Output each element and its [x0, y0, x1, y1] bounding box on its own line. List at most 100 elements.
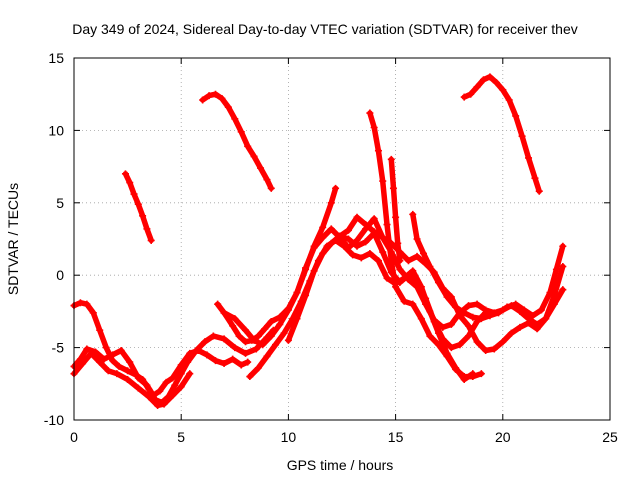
data-point — [374, 147, 382, 155]
data-point — [160, 400, 168, 408]
data-point — [327, 225, 335, 233]
data-point — [447, 320, 455, 328]
data-point — [267, 318, 275, 326]
data-point — [244, 358, 252, 366]
series-arc-12 — [387, 155, 404, 265]
data-point — [464, 332, 472, 340]
data-point — [139, 212, 147, 220]
data-point — [456, 341, 464, 349]
data-point — [419, 249, 427, 257]
data-point — [276, 320, 284, 328]
data-point — [280, 329, 288, 337]
data-point — [340, 242, 348, 250]
data-point — [452, 365, 460, 373]
data-point — [124, 375, 132, 383]
data-point — [366, 249, 374, 257]
data-point — [126, 179, 134, 187]
series-trace — [71, 346, 251, 399]
data-point — [537, 306, 545, 314]
data-point — [512, 112, 520, 120]
data-point — [252, 345, 260, 353]
data-point — [413, 235, 421, 243]
series-arc-14 — [460, 73, 543, 195]
data-point — [171, 381, 179, 389]
data-point — [370, 228, 378, 236]
data-point — [529, 312, 537, 320]
data-point — [460, 373, 468, 381]
data-point — [533, 325, 541, 333]
data-point — [559, 286, 567, 294]
data-point — [231, 344, 239, 352]
data-point — [83, 300, 91, 308]
data-point — [293, 289, 301, 297]
x-tick-label: 5 — [177, 429, 185, 445]
data-point — [344, 235, 352, 243]
data-point — [76, 299, 84, 307]
data-point — [177, 370, 185, 378]
series-arc-4 — [121, 170, 155, 244]
data-point — [261, 325, 269, 333]
data-point — [552, 265, 560, 273]
data-point — [392, 213, 400, 221]
data-point — [434, 341, 442, 349]
data-point — [310, 244, 318, 252]
data-point — [409, 267, 417, 275]
data-point — [362, 238, 370, 246]
series-arc-5 — [199, 90, 275, 192]
data-point — [417, 315, 425, 323]
data-point — [237, 128, 245, 136]
series-trace — [71, 350, 193, 409]
data-point — [434, 278, 442, 286]
data-point — [302, 291, 310, 299]
data-point — [319, 234, 327, 242]
data-point — [220, 360, 228, 368]
data-point — [250, 152, 258, 160]
data-point — [218, 95, 226, 103]
data-point — [212, 90, 220, 98]
axis-ticks: 0 5 10 15 20 25 -10 -5 0 5 10 15 — [44, 50, 618, 445]
data-point — [259, 341, 267, 349]
data-point — [550, 291, 558, 299]
data-point — [246, 373, 254, 381]
data-point — [387, 257, 395, 265]
data-point — [117, 346, 125, 354]
data-points — [70, 73, 567, 410]
data-point — [212, 357, 220, 365]
data-point — [439, 335, 447, 343]
data-point — [319, 249, 327, 257]
data-point — [235, 332, 243, 340]
series-arc-3 — [70, 349, 194, 410]
data-point — [353, 242, 361, 250]
y-tick-label: -10 — [44, 412, 64, 428]
data-point — [267, 332, 275, 340]
data-point — [336, 232, 344, 240]
x-tick-label: 20 — [495, 429, 511, 445]
data-point — [293, 315, 301, 323]
data-point — [145, 393, 153, 401]
data-point — [409, 300, 417, 308]
data-point — [492, 79, 500, 87]
data-point — [469, 313, 477, 321]
series-arc-13 — [409, 210, 567, 323]
data-point — [370, 215, 378, 223]
data-point — [344, 226, 352, 234]
x-tick-label: 25 — [602, 429, 618, 445]
y-tick-label: 0 — [56, 267, 64, 283]
data-point — [477, 315, 485, 323]
chart-title: Day 349 of 2024, Sidereal Day-to-day VTE… — [72, 21, 578, 37]
data-point — [469, 373, 477, 381]
data-point — [102, 344, 110, 352]
data-point — [263, 176, 271, 184]
data-point — [254, 332, 262, 340]
data-point — [392, 283, 400, 291]
data-point — [231, 315, 239, 323]
data-point — [134, 374, 142, 382]
data-point — [209, 332, 217, 340]
data-point — [199, 96, 207, 104]
data-point — [263, 352, 271, 360]
data-point — [559, 242, 567, 250]
data-point — [124, 367, 132, 375]
y-tick-label: -5 — [52, 340, 65, 356]
data-point — [83, 345, 91, 353]
x-tick-label: 15 — [388, 429, 404, 445]
